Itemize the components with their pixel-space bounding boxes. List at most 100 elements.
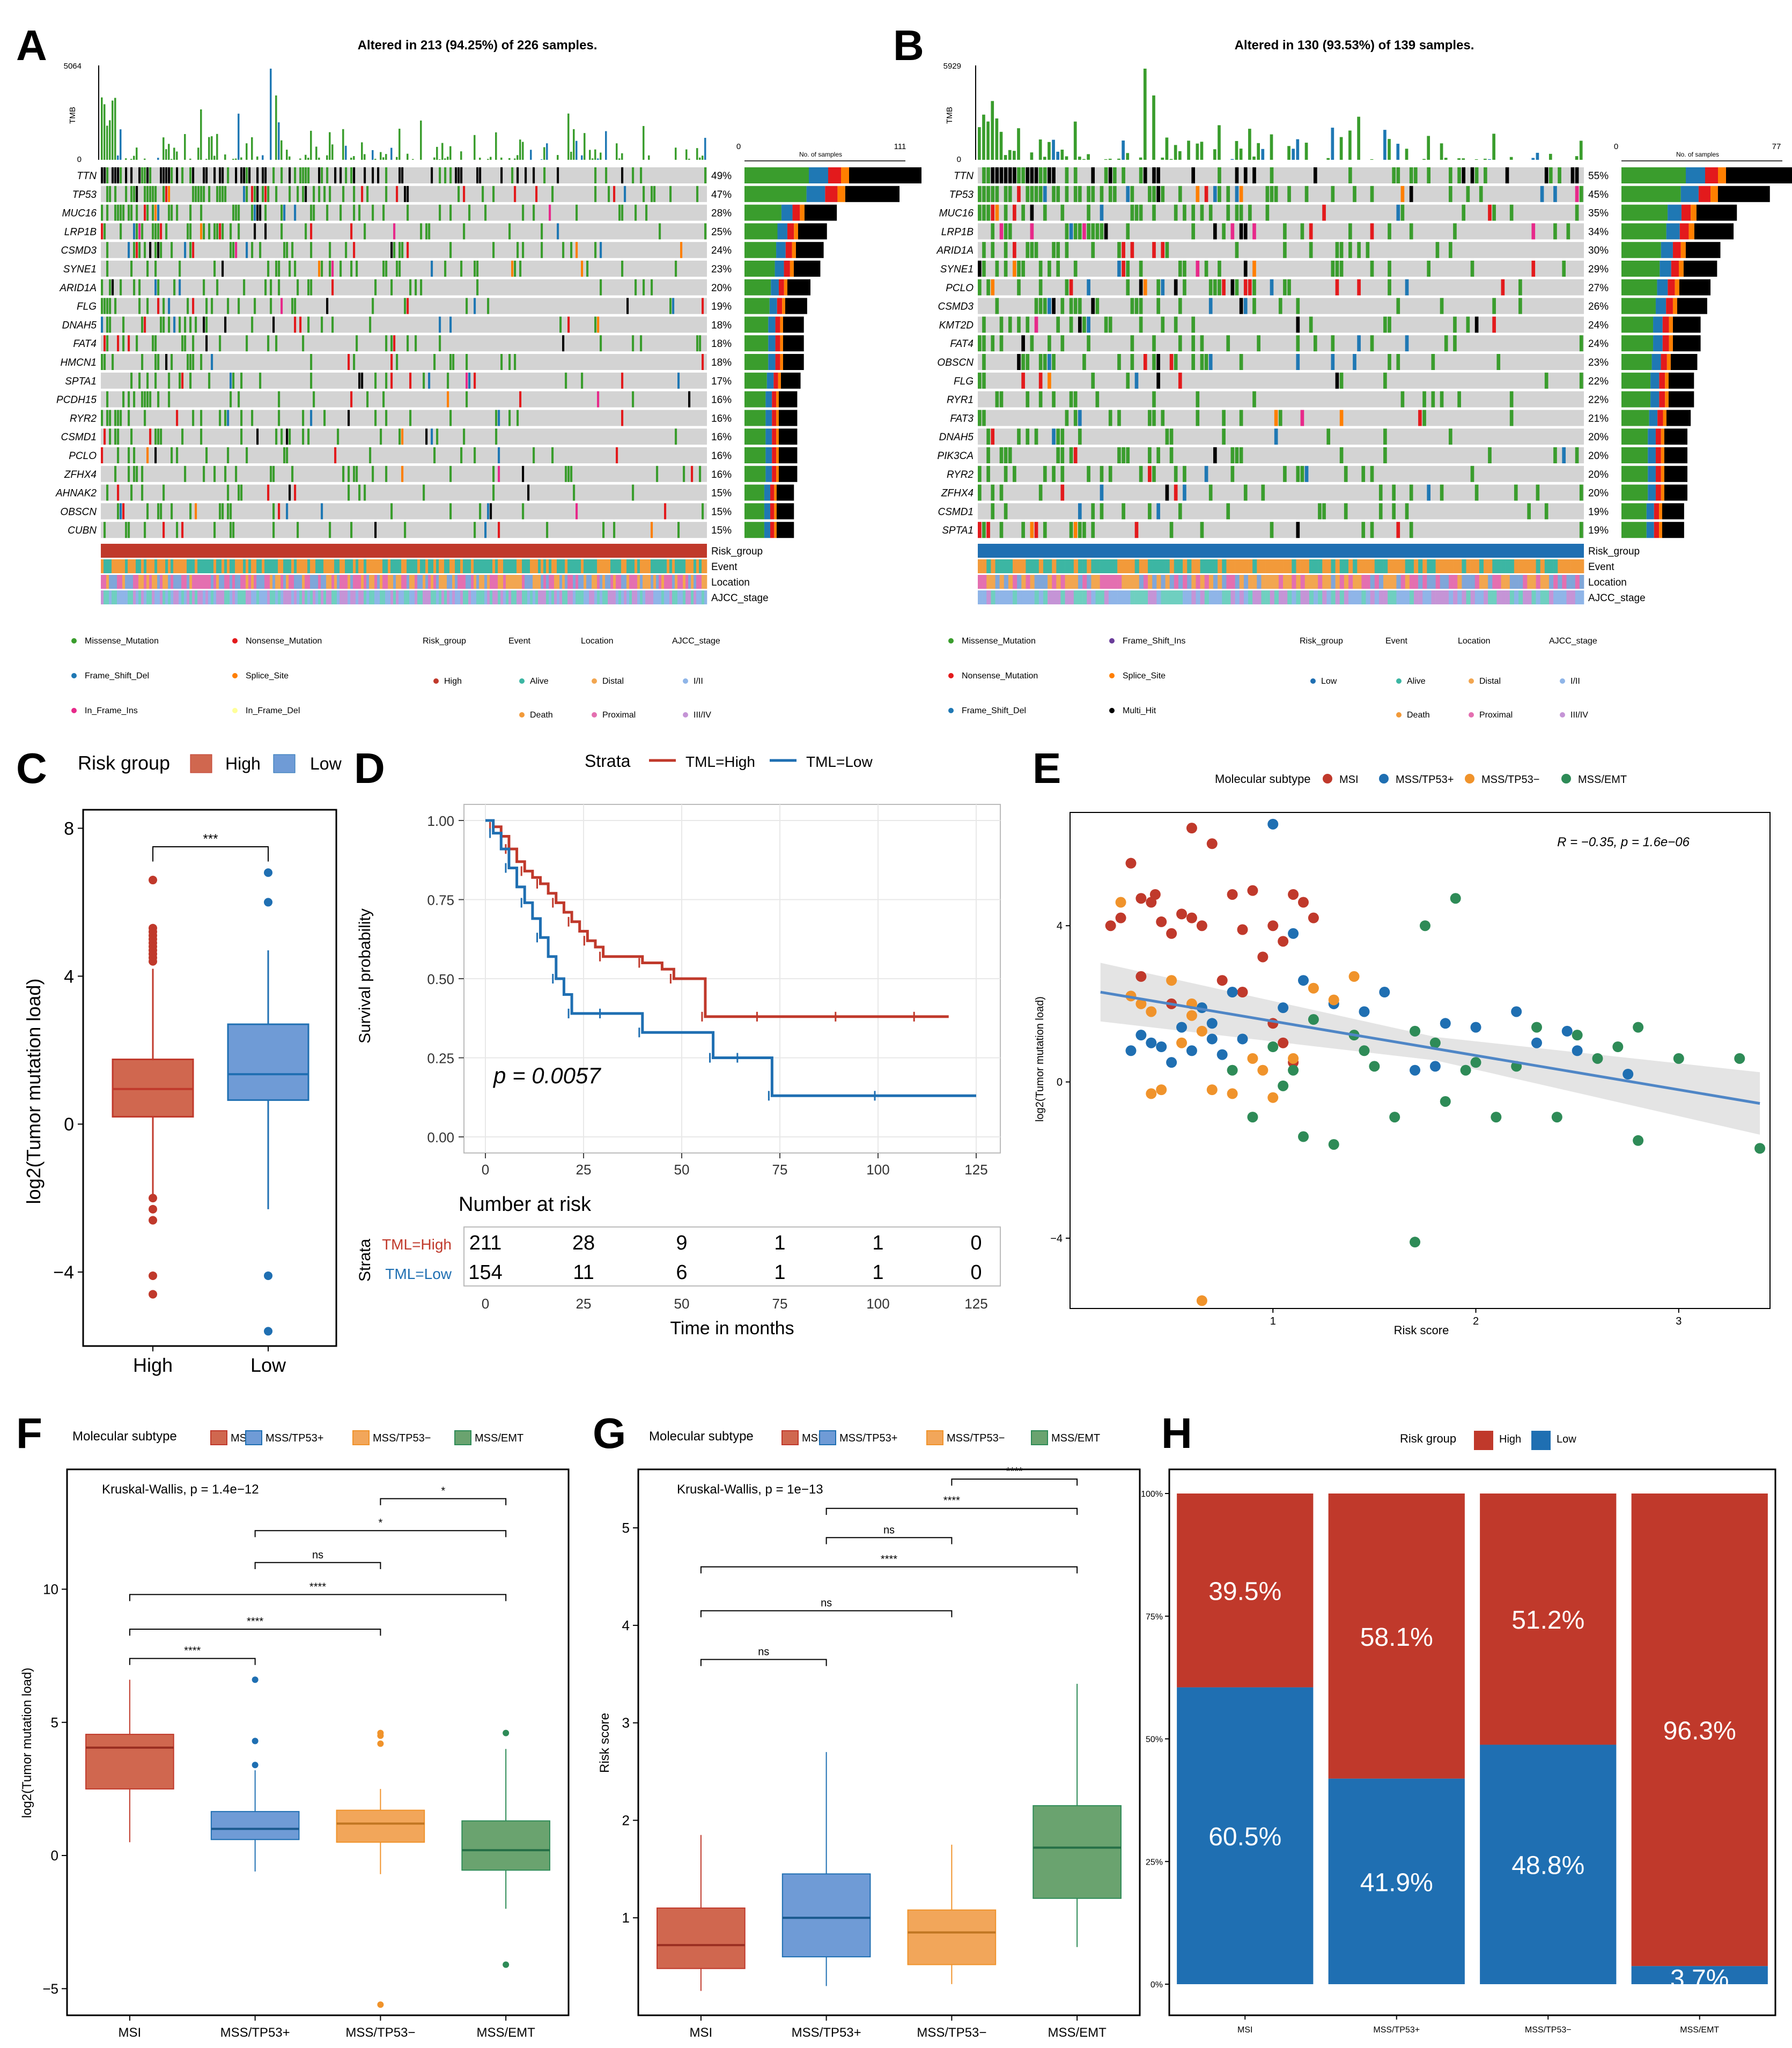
mutation-cell bbox=[216, 223, 219, 240]
mutation-cell bbox=[1073, 261, 1078, 277]
legend-swatch bbox=[210, 1430, 227, 1445]
scatter-point bbox=[1156, 1084, 1167, 1096]
mutation-cell bbox=[138, 223, 141, 240]
clinical-cell bbox=[1479, 559, 1484, 573]
mutation-cell bbox=[1152, 335, 1156, 352]
mutation-cell bbox=[1095, 391, 1100, 408]
mutation-cell bbox=[203, 167, 205, 183]
clinical-cell bbox=[168, 590, 171, 604]
scatter-point bbox=[1196, 1025, 1207, 1037]
mutation-cell bbox=[1056, 447, 1060, 463]
mutation-cell bbox=[1034, 522, 1038, 538]
scatter-point bbox=[1166, 1057, 1177, 1068]
sample-count-segment bbox=[775, 335, 780, 352]
legend-title-g: Molecular subtype bbox=[649, 1429, 754, 1444]
clinical-cell bbox=[251, 559, 254, 573]
sample-count-segment bbox=[841, 167, 849, 183]
mutation-cell bbox=[1004, 223, 1008, 240]
clinical-cell bbox=[160, 575, 163, 589]
mutation-cell bbox=[1213, 186, 1217, 202]
mutation-cell bbox=[458, 167, 460, 183]
mutation-cell bbox=[297, 186, 299, 202]
mutation-cell bbox=[208, 186, 211, 202]
mutation-cell bbox=[227, 410, 230, 426]
clinical-cell bbox=[1008, 559, 1013, 573]
clinical-cell bbox=[1383, 559, 1388, 573]
legend-title: Location bbox=[1458, 637, 1491, 646]
clinical-cell bbox=[157, 559, 160, 573]
tmb-bar bbox=[439, 159, 441, 160]
scatter-point bbox=[1278, 1037, 1289, 1048]
x-tick-label: MSS/TP53+ bbox=[220, 2025, 290, 2040]
mutation-cell bbox=[978, 279, 982, 295]
sample-count-segment bbox=[777, 298, 783, 314]
clinical-cell bbox=[1540, 559, 1545, 573]
mutation-cell bbox=[345, 167, 348, 183]
tmb-bar bbox=[557, 155, 559, 160]
sample-count-segment bbox=[776, 503, 794, 520]
mutation-cell bbox=[991, 428, 995, 445]
sample-count-segment bbox=[1705, 167, 1718, 183]
tmb-bar bbox=[1509, 157, 1513, 160]
survival-plot-d: Strata TML=High TML=Low Survival probabi… bbox=[356, 751, 1001, 1339]
clinical-cell bbox=[404, 590, 407, 604]
mutation-cell bbox=[157, 354, 160, 370]
clinical-cell bbox=[573, 575, 576, 589]
mutation-cell bbox=[141, 167, 144, 183]
mutation-cell bbox=[246, 447, 248, 463]
clinical-cell bbox=[291, 590, 294, 604]
sample-count-segment bbox=[1650, 372, 1660, 389]
x-tick-label: 50 bbox=[674, 1296, 690, 1312]
comparison-label: ns bbox=[758, 1646, 769, 1658]
clinical-cell bbox=[1353, 590, 1358, 604]
sample-count-segment bbox=[765, 447, 772, 463]
mutation-cell bbox=[120, 503, 122, 520]
sample-count-segment bbox=[772, 410, 777, 426]
mutation-cell bbox=[460, 447, 463, 463]
clinical-cell bbox=[1100, 575, 1105, 589]
mutation-cell bbox=[1104, 167, 1108, 183]
clinical-cell bbox=[423, 590, 426, 604]
sample-count-segment bbox=[744, 372, 767, 389]
clinical-cell bbox=[399, 575, 402, 589]
mutation-cell bbox=[1226, 335, 1230, 352]
clinical-cell bbox=[538, 590, 541, 604]
comparison-bracket bbox=[951, 1478, 1078, 1486]
legend-title: Event bbox=[1385, 637, 1407, 646]
comparison-bracket bbox=[380, 1498, 507, 1505]
clinical-cell bbox=[1113, 559, 1118, 573]
tmb-bar bbox=[396, 157, 398, 160]
mutation-cell bbox=[567, 465, 570, 482]
mutation-cell bbox=[1200, 204, 1204, 221]
clinical-cell bbox=[176, 559, 179, 573]
clinical-cell bbox=[176, 575, 179, 589]
mutation-cell bbox=[433, 354, 436, 370]
mutation-cell bbox=[1553, 186, 1557, 202]
mutation-cell bbox=[431, 167, 433, 183]
mutation-cell bbox=[267, 335, 270, 352]
gene-label: FLG bbox=[77, 301, 97, 313]
clinical-cell bbox=[991, 575, 995, 589]
mutation-cell bbox=[101, 167, 104, 183]
mutation-cell bbox=[1078, 428, 1082, 445]
x-axis-label-d: Time in months bbox=[670, 1318, 794, 1339]
mutation-cell bbox=[294, 298, 297, 314]
mutation-cell bbox=[1396, 522, 1400, 538]
clinical-cell bbox=[1178, 575, 1183, 589]
sample-count-segment bbox=[776, 410, 779, 426]
mutation-cell bbox=[1004, 503, 1008, 520]
sample-count-segment bbox=[1668, 279, 1675, 295]
mutation-cell bbox=[130, 428, 133, 445]
tmb-bar bbox=[1174, 145, 1177, 160]
clinical-cell bbox=[310, 590, 313, 604]
clinical-cell bbox=[1400, 575, 1405, 589]
mutation-cell bbox=[342, 465, 345, 482]
mutation-cell bbox=[160, 223, 163, 240]
mutation-cell bbox=[1161, 186, 1165, 202]
mutation-cell bbox=[1243, 484, 1248, 501]
sample-count-segment bbox=[766, 372, 774, 389]
tmb-bar bbox=[1388, 139, 1391, 160]
mutation-cell bbox=[112, 167, 114, 183]
tmb-bar bbox=[382, 157, 385, 160]
